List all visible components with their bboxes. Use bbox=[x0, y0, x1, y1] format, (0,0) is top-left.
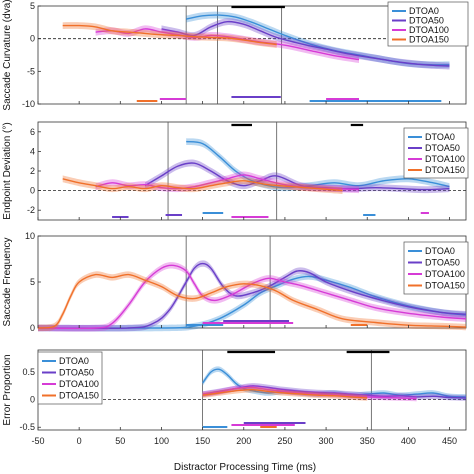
legend-entry: DTOA0 bbox=[59, 356, 89, 366]
y-tick-label: 0 bbox=[30, 323, 35, 333]
x-tick-label: 200 bbox=[236, 436, 251, 446]
series-line-dtoa0 bbox=[37, 275, 467, 329]
panel-curvature: 5 0 -5 -10 Saccade Curvature (dva) DTOA0DTOA5… bbox=[2, 0, 469, 111]
panel-frame bbox=[37, 121, 467, 221]
x-tick-label: 350 bbox=[360, 436, 375, 446]
y-tick-label: 5 bbox=[30, 277, 35, 287]
series-line-dtoa50 bbox=[37, 262, 467, 330]
x-tick-label: 0 bbox=[77, 436, 82, 446]
y-tick-label: -2 bbox=[27, 205, 35, 215]
y-axis-label: Saccade Frequency bbox=[2, 238, 13, 327]
series-band-dtoa100 bbox=[38, 262, 466, 332]
series-band-dtoa50 bbox=[145, 159, 450, 194]
x-tick-label: 450 bbox=[442, 436, 457, 446]
legend-entry: DTOA50 bbox=[409, 16, 444, 26]
legend-entry: DTOA0 bbox=[425, 246, 455, 256]
series-band-dtoa0 bbox=[38, 273, 466, 332]
legend-entry: DTOA150 bbox=[59, 391, 99, 401]
x-tick-label: 150 bbox=[195, 436, 210, 446]
y-tick-label: 0 bbox=[30, 34, 35, 44]
x-tick-label: 100 bbox=[154, 436, 169, 446]
y-tick-label: 10 bbox=[25, 231, 35, 241]
legend-entry: DTOA100 bbox=[425, 154, 465, 164]
series-line-dtoa100 bbox=[202, 386, 417, 400]
legend-entry: DTOA150 bbox=[409, 35, 449, 45]
legend-entry: DTOA0 bbox=[409, 6, 439, 16]
y-tick-label: 2 bbox=[30, 166, 35, 176]
series-band-dtoa150 bbox=[62, 175, 343, 194]
series-line-dtoa150 bbox=[37, 273, 467, 329]
legend-entry: DTOA50 bbox=[59, 368, 94, 378]
series-line-dtoa150 bbox=[62, 178, 343, 192]
y-tick-label: 5 bbox=[30, 1, 35, 11]
series-band-dtoa0 bbox=[186, 138, 450, 192]
x-axis: -50 0 50 100 150 200 250 300 350 400 450 bbox=[31, 101, 457, 446]
series-line-dtoa50 bbox=[202, 385, 467, 399]
series-band-dtoa50 bbox=[38, 260, 466, 332]
series-line-dtoa100 bbox=[37, 264, 467, 330]
y-axis-label: Error Proportion bbox=[2, 354, 13, 425]
x-tick-label: 400 bbox=[401, 436, 416, 446]
x-tick-label: -50 bbox=[31, 436, 44, 446]
legend-entry: DTOA0 bbox=[425, 132, 455, 142]
x-tick-label: 250 bbox=[277, 436, 292, 446]
x-tick-label: 300 bbox=[319, 436, 334, 446]
y-tick-label: 0 bbox=[30, 186, 35, 196]
series-band-dtoa50 bbox=[161, 18, 450, 70]
legend-entry: DTOA100 bbox=[425, 269, 465, 279]
y-axis-label: Saccade Curvature (dva) bbox=[2, 0, 13, 111]
legend-entry: DTOA100 bbox=[59, 379, 99, 389]
y-tick-label: 0.5 bbox=[22, 367, 35, 377]
x-tick-label: 50 bbox=[115, 436, 125, 446]
series-line-dtoa50 bbox=[144, 162, 450, 191]
y-tick-label: 4 bbox=[30, 146, 35, 156]
y-tick-label: 0 bbox=[30, 395, 35, 405]
series-line-dtoa150 bbox=[62, 24, 277, 46]
legend-entry: DTOA50 bbox=[425, 143, 460, 153]
y-tick-label: -10 bbox=[22, 99, 35, 109]
legend-entry: DTOA100 bbox=[409, 25, 449, 35]
series-band-dtoa0 bbox=[186, 11, 450, 69]
x-axis-label: Distractor Processing Time (ms) bbox=[174, 462, 316, 473]
legend-entry: DTOA50 bbox=[425, 258, 460, 268]
series-line-dtoa150 bbox=[202, 388, 368, 399]
y-tick-label: -0.5 bbox=[19, 422, 35, 432]
y-tick-label: 6 bbox=[30, 127, 35, 137]
series-line-dtoa50 bbox=[161, 20, 450, 67]
y-tick-label: -5 bbox=[27, 66, 35, 76]
y-axis-label: Endpoint Deviation (°) bbox=[2, 122, 13, 219]
legend-entry: DTOA150 bbox=[425, 165, 465, 175]
legend-entry: DTOA150 bbox=[425, 281, 465, 291]
